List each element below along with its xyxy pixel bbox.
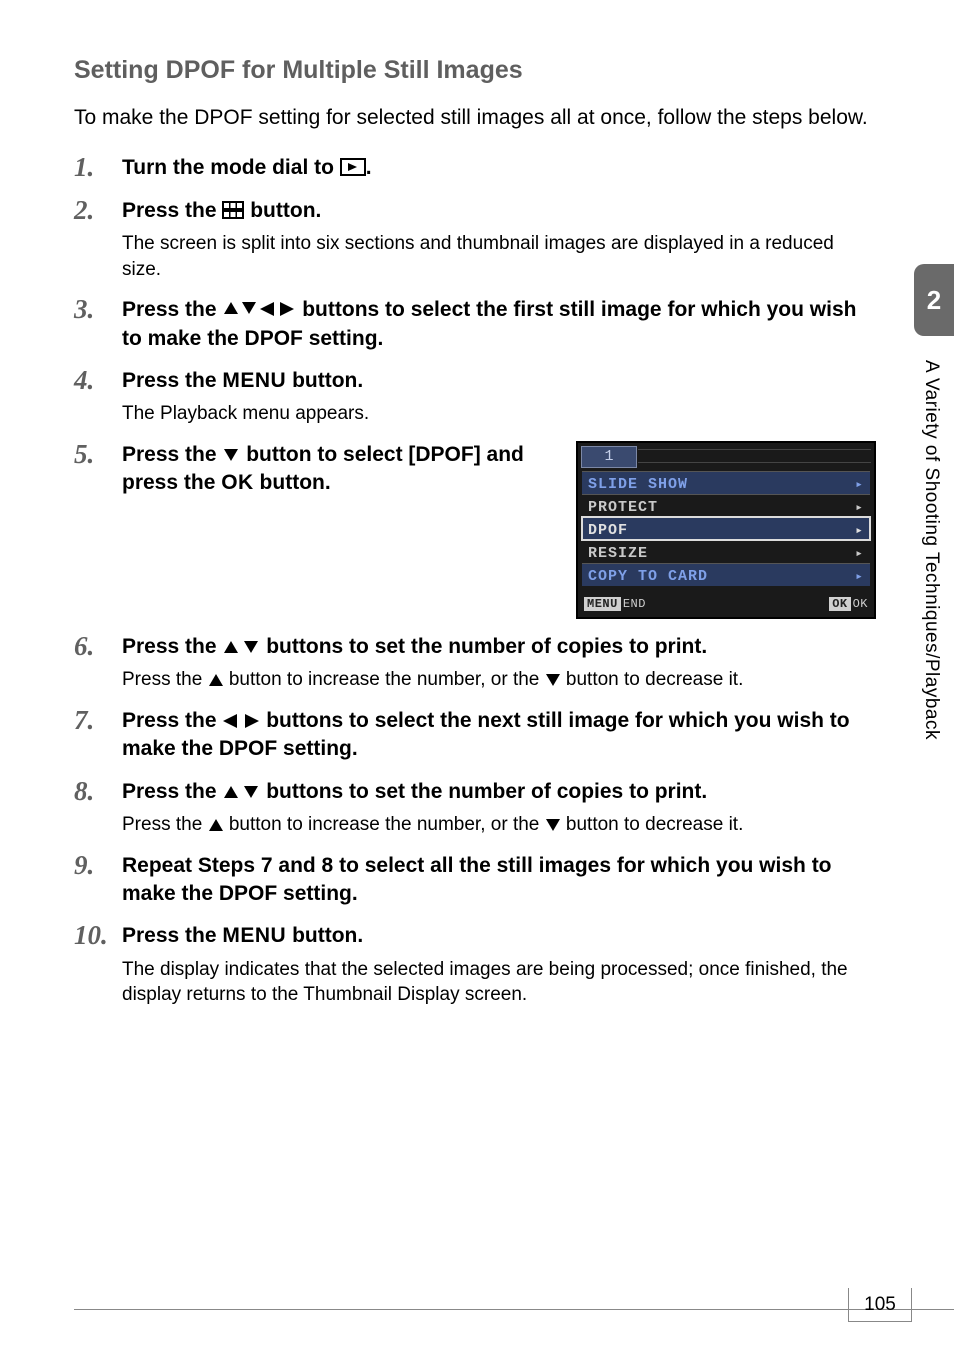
scr-item-resize: RESIZE ▸ xyxy=(582,540,870,563)
step-body: The Playback menu appears. xyxy=(122,401,870,427)
up-arrow-icon xyxy=(208,673,224,687)
scr-item-slideshow: SLIDE SHOW ▸ xyxy=(582,471,870,494)
step-head: Press the buttons to select the next sti… xyxy=(122,707,870,764)
chevron-right-icon: ▸ xyxy=(855,546,864,561)
thumbnail-icon xyxy=(222,201,244,219)
step-head: Turn the mode dial to . xyxy=(122,154,870,182)
step-head: Press the MENU button. xyxy=(122,367,870,395)
ok-footer-text: OK xyxy=(853,597,868,611)
step-head: Press the buttons to select the first st… xyxy=(122,296,870,353)
scr-footer: MENUEND OKOK xyxy=(582,597,870,615)
text: Press the xyxy=(122,298,222,321)
step-7: Press the buttons to select the next sti… xyxy=(74,707,870,764)
text: RESIZE xyxy=(588,545,648,562)
manual-page: Setting DPOF for Multiple Still Images T… xyxy=(0,0,954,1008)
scr-tabbar xyxy=(638,449,871,463)
text: Press the xyxy=(122,669,208,690)
page-number: 105 xyxy=(848,1288,912,1322)
steps-list: Turn the mode dial to . Press the button… xyxy=(74,154,870,1008)
step-8: Press the buttons to set the number of c… xyxy=(74,778,870,838)
text: Press the xyxy=(122,199,222,222)
step-head: Press the MENU button. xyxy=(122,922,870,950)
step-9: Repeat Steps 7 and 8 to select all the s… xyxy=(74,852,870,909)
step-10: Press the MENU button. The display indic… xyxy=(74,922,870,1008)
text: button. xyxy=(286,924,363,947)
text: Turn the mode dial to xyxy=(122,156,340,179)
step-4: Press the MENU button. The Playback menu… xyxy=(74,367,870,427)
text: Press the xyxy=(122,924,222,947)
playback-mode-icon xyxy=(340,158,366,176)
chevron-right-icon: ▸ xyxy=(855,523,864,538)
down-arrow-icon xyxy=(545,673,561,687)
text: Press the xyxy=(122,780,222,803)
down-arrow-icon xyxy=(545,818,561,832)
intro-text: To make the DPOF setting for selected st… xyxy=(74,103,870,132)
ok-label: OK xyxy=(221,471,254,494)
chevron-right-icon: ▸ xyxy=(855,500,864,515)
text: button to increase the number, or the xyxy=(224,814,545,835)
step-head: Press the button. xyxy=(122,197,870,225)
section-title: Setting DPOF for Multiple Still Images xyxy=(74,56,870,85)
scr-item-copy: COPY TO CARD ▸ xyxy=(582,563,870,586)
step-body: Press the button to increase the number,… xyxy=(122,667,870,693)
text: Press the xyxy=(122,369,222,392)
chevron-right-icon: ▸ xyxy=(855,477,864,492)
text: button. xyxy=(254,471,331,494)
text: buttons to set the number of copies to p… xyxy=(260,780,707,803)
step-1: Turn the mode dial to . xyxy=(74,154,870,182)
step-6: Press the buttons to set the number of c… xyxy=(74,633,870,693)
scr-list: SLIDE SHOW ▸ PROTECT ▸ DPOF ▸ RESIZE ▸ COPY … xyxy=(582,471,870,586)
step-5: Press the button to select [DPOF] and pr… xyxy=(74,441,870,619)
text: button. xyxy=(286,369,363,392)
text: DPOF xyxy=(588,522,628,539)
text: buttons to set the number of copies to p… xyxy=(260,635,707,658)
four-way-arrows-icon xyxy=(222,300,296,318)
chapter-title: A Variety of Shooting Techniques/Playbac… xyxy=(920,360,942,740)
text: button. xyxy=(244,199,321,222)
up-down-arrows-icon xyxy=(222,784,260,800)
chapter-tab: 2 xyxy=(914,264,954,336)
menu-label: MENU xyxy=(222,924,286,947)
menu-footer-label: MENU xyxy=(584,597,621,611)
text: . xyxy=(366,156,372,179)
scr-tab: 1 xyxy=(581,446,637,468)
text: SLIDE SHOW xyxy=(588,476,688,493)
up-down-arrows-icon xyxy=(222,639,260,655)
text: Press the xyxy=(122,709,222,732)
text: button to decrease it. xyxy=(561,814,744,835)
step-head: Press the button to select [DPOF] and pr… xyxy=(122,441,560,498)
step-body: Press the button to increase the number,… xyxy=(122,812,870,838)
text: button to decrease it. xyxy=(561,669,744,690)
footer-rule xyxy=(74,1309,954,1310)
up-arrow-icon xyxy=(208,818,224,832)
step-body: The display indicates that the selected … xyxy=(122,957,870,1008)
step-2: Press the button. The screen is split in… xyxy=(74,197,870,283)
menu-label: MENU xyxy=(222,369,286,392)
scr-item-dpof: DPOF ▸ xyxy=(582,517,870,540)
text: PROTECT xyxy=(588,499,658,516)
text: Press the xyxy=(122,443,222,466)
down-arrow-icon xyxy=(222,447,240,463)
step-3: Press the buttons to select the first st… xyxy=(74,296,870,353)
text: COPY TO CARD xyxy=(588,568,708,585)
text: button to increase the number, or the xyxy=(224,669,545,690)
text: Press the xyxy=(122,814,208,835)
chevron-right-icon: ▸ xyxy=(855,569,864,584)
scr-item-protect: PROTECT ▸ xyxy=(582,494,870,517)
text: Press the xyxy=(122,635,222,658)
step-head: Press the buttons to set the number of c… xyxy=(122,778,870,806)
step-body: The screen is split into six sections an… xyxy=(122,231,870,282)
camera-menu-screenshot: 1 SLIDE SHOW ▸ PROTECT ▸ DPOF ▸ RESIZE ▸ COP… xyxy=(576,441,876,619)
left-right-arrows-icon xyxy=(222,713,260,729)
menu-footer-text: END xyxy=(623,597,646,611)
step-head: Repeat Steps 7 and 8 to select all the s… xyxy=(122,852,870,909)
ok-footer-label: OK xyxy=(829,597,850,611)
step-head: Press the buttons to set the number of c… xyxy=(122,633,870,661)
